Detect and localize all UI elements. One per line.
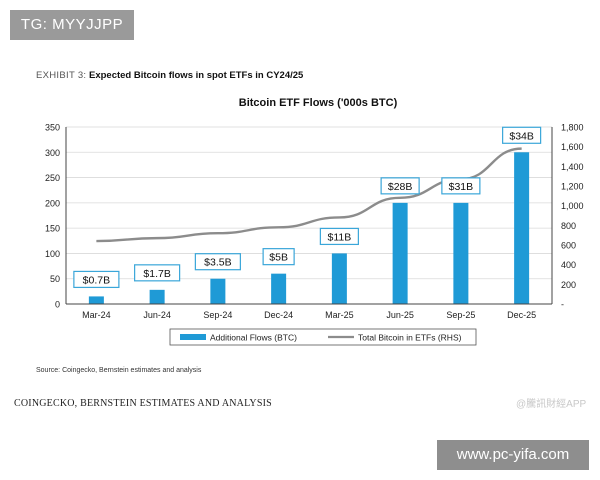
x-tick-label: Jun-25 xyxy=(386,310,414,320)
site-watermark: www.pc-yifa.com xyxy=(437,440,589,470)
y-tick-label: 200 xyxy=(45,198,60,208)
y2-tick-label: 1,200 xyxy=(561,182,584,192)
legend-bar-swatch xyxy=(180,334,206,340)
app-watermark: @騰訊財經APP xyxy=(516,399,587,410)
y-tick-label: 100 xyxy=(45,249,60,259)
bar-callout-box xyxy=(73,270,120,289)
legend-label: Additional Flows (BTC) xyxy=(210,333,297,343)
bar xyxy=(453,202,469,304)
x-tick-label: Sep-25 xyxy=(446,310,475,320)
telegram-watermark: TG: MYYJJPP xyxy=(10,10,134,40)
y-tick-label: 250 xyxy=(45,173,60,183)
bar-data-label: $28B xyxy=(388,181,413,193)
bar xyxy=(514,152,530,304)
exhibit-title: Expected Bitcoin flows in spot ETFs in C… xyxy=(88,70,304,81)
y2-tick-label: - xyxy=(561,300,564,310)
y-tick-label: 0 xyxy=(55,300,60,310)
y2-tick-label: 1,800 xyxy=(561,123,584,133)
y-tick-label: 300 xyxy=(45,148,60,158)
bitcoin-etf-flows-chart: Bitcoin ETF Flows ('000s BTC) $0.7B $1.7B… xyxy=(45,97,584,346)
exhibit-prefix: EXHIBIT 3: xyxy=(36,70,87,81)
x-tick-label: Dec-25 xyxy=(507,310,536,320)
bar-data-label: $3.5B xyxy=(204,257,231,269)
legend-box xyxy=(169,328,477,346)
bar-data-label: $1.7B xyxy=(143,268,170,280)
x-tick-label: Jun-24 xyxy=(143,310,171,320)
y-tick-label: 350 xyxy=(45,123,60,133)
bar xyxy=(392,202,408,304)
bar xyxy=(271,273,287,304)
bar-data-label: $31B xyxy=(449,181,474,193)
y2-tick-label: 400 xyxy=(561,260,576,270)
x-tick-label: Sep-24 xyxy=(203,310,232,320)
x-tick-label: Mar-25 xyxy=(325,310,354,320)
image-caption: COINGECKO, BERNSTEIN ESTIMATES AND ANALY… xyxy=(14,398,272,409)
bar-callout-box xyxy=(262,248,295,266)
x-tick-label: Mar-24 xyxy=(82,310,111,320)
legend-label: Total Bitcoin in ETFs (RHS) xyxy=(358,333,462,343)
bar-callout-box xyxy=(502,126,542,144)
bar-callout-box xyxy=(194,253,241,271)
bar-callout-box xyxy=(441,177,481,195)
bar-data-label: $0.7B xyxy=(83,274,110,286)
y2-tick-label: 1,400 xyxy=(561,162,584,172)
bar-callout-box xyxy=(134,264,181,282)
source-note: Source: Coingecko, Bernstein estimates a… xyxy=(36,367,202,374)
y2-tick-label: 1,600 xyxy=(561,142,584,152)
bar xyxy=(88,296,104,304)
exhibit-heading: EXHIBIT 3: Expected Bitcoin flows in spo… xyxy=(36,70,303,81)
bar-callout-box xyxy=(380,177,420,195)
y2-tick-label: 800 xyxy=(561,221,576,231)
bar xyxy=(331,253,347,304)
bar-callout-box xyxy=(319,227,359,246)
bar xyxy=(210,278,226,304)
bar-data-label: $5B xyxy=(269,252,288,264)
bar-data-label: $34B xyxy=(509,130,534,142)
y2-tick-label: 200 xyxy=(561,280,576,290)
x-tick-label: Dec-24 xyxy=(264,310,293,320)
y-tick-label: 150 xyxy=(45,224,60,234)
chart-title: Bitcoin ETF Flows ('000s BTC) xyxy=(239,97,398,109)
bar xyxy=(149,289,165,304)
y2-tick-label: 1,000 xyxy=(561,201,584,211)
y-tick-label: 50 xyxy=(50,274,60,284)
bar-data-label: $11B xyxy=(328,231,352,243)
y2-tick-label: 600 xyxy=(561,241,576,251)
